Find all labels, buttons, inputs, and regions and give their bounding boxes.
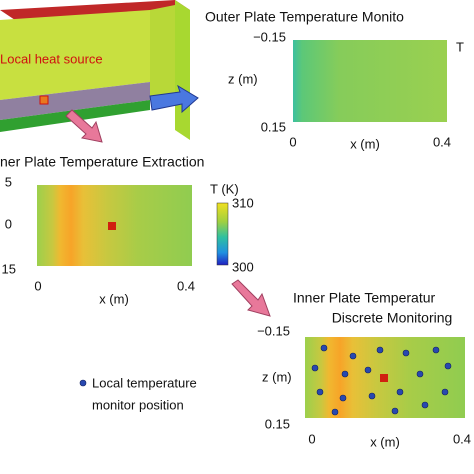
y-axis-label: z (m): [262, 369, 292, 384]
x-axis-label: x (m): [370, 434, 400, 449]
heat-source: [380, 374, 388, 382]
y-tick-label: 0: [5, 216, 12, 231]
arrow: [231, 279, 271, 317]
panel-title: ner Plate Temperature Extraction: [0, 154, 204, 170]
colorbar-tick: 310: [232, 195, 254, 210]
y-axis-label: z (m): [228, 71, 258, 86]
y-tick-label: −0.15: [253, 29, 286, 44]
panel-title: Outer Plate Temperature Monito: [205, 9, 404, 25]
arrow: [149, 84, 199, 114]
monitor-points: [311, 344, 452, 416]
heat-source: [108, 222, 116, 230]
colorbar-label: T: [456, 39, 464, 54]
legend-marker: [79, 379, 87, 387]
x-tick-label: 0.4: [453, 431, 471, 446]
colorbar-tick: 300: [232, 259, 254, 274]
heat-label: Local heat source: [0, 51, 103, 66]
x-tick-label: 0: [308, 431, 315, 446]
y-tick-label: 0.15: [261, 119, 286, 134]
panel-title: Discrete Monitoring: [332, 310, 453, 326]
x-tick-label: 0.4: [177, 278, 195, 293]
arrow: [65, 109, 103, 143]
x-tick-label: 0.4: [433, 134, 451, 149]
colorbar: [216, 202, 229, 266]
y-tick-label: 5: [5, 174, 12, 189]
y-tick-label: 15: [2, 261, 16, 276]
plate-model: [0, 0, 190, 140]
x-tick-label: 0: [34, 278, 41, 293]
y-tick-label: 0.15: [265, 416, 290, 431]
x-axis-label: x (m): [99, 291, 129, 306]
legend-text: Local temperature: [92, 375, 197, 390]
legend-text: monitor position: [92, 397, 184, 412]
heatmap: [293, 40, 447, 122]
x-axis-label: x (m): [350, 136, 380, 151]
panel-title: Inner Plate Temperatur: [293, 290, 435, 306]
x-tick-label: 0: [289, 134, 296, 149]
colorbar-label: T (K): [210, 181, 239, 196]
y-tick-label: −0.15: [257, 323, 290, 338]
